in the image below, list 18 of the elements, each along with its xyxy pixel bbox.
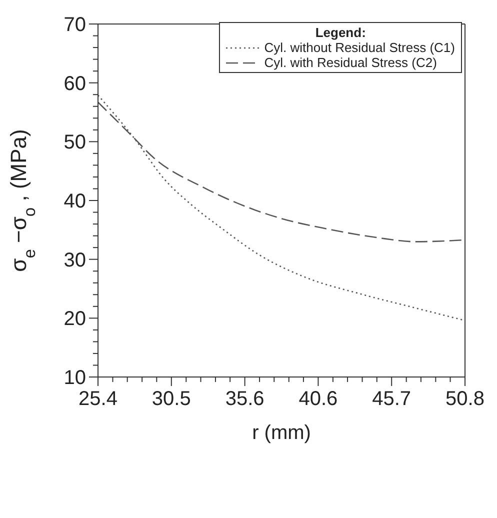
x-tick-label: 25.4 (78, 388, 118, 410)
legend-title: Legend: (314, 25, 367, 40)
line-series (98, 94, 465, 322)
x-tick-label: 50.8 (446, 388, 484, 410)
y-tick-label: 40 (64, 190, 86, 212)
x-tick-label: 40.6 (298, 388, 338, 410)
legend-label: Cyl. without Residual Stress (C1) (264, 40, 455, 55)
x-tick-label: 30.5 (152, 388, 191, 410)
y-tick-label: 20 (64, 308, 86, 330)
legend-label: Cyl. with Residual Stress (C2) (264, 55, 437, 70)
y-tick-label: 50 (64, 132, 86, 154)
y-tick-label: 70 (64, 14, 86, 36)
x-axis-title: r (mm) (252, 422, 311, 444)
y-tick-label: 10 (64, 367, 86, 389)
x-tick-label: 45.7 (372, 388, 412, 410)
x-tick-label: 35.6 (225, 388, 264, 410)
y-tick-label: 30 (64, 249, 86, 272)
y-tick-label: 60 (64, 72, 86, 95)
